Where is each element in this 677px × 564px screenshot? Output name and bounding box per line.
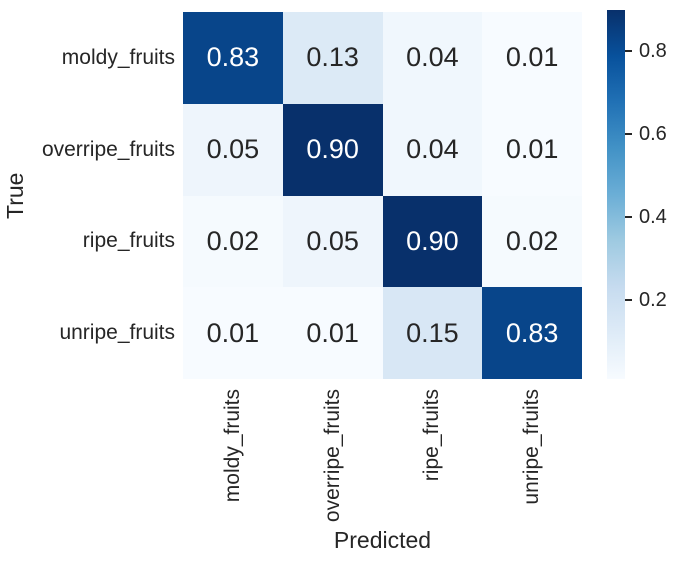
colorbar-tick-mark: [625, 216, 632, 219]
heatmap-cell: 0.05: [183, 103, 283, 196]
x-tick-column: ripe_fruits: [383, 389, 483, 531]
colorbar-gradient: [607, 10, 625, 379]
heatmap-cell: 0.01: [482, 12, 582, 104]
x-tick-label: overripe_fruits: [320, 389, 344, 523]
y-tick-label: unripe_fruits: [59, 321, 175, 345]
heatmap-grid: 0.83 0.13 0.04 0.01 0.05 0.90 0.04 0.01 0.02 0.05…: [183, 12, 582, 379]
y-tick-label: ripe_fruits: [82, 229, 175, 253]
colorbar-tick-label: 0.2: [639, 289, 667, 312]
x-tick-label: unripe_fruits: [520, 389, 544, 505]
x-tick-column: moldy_fruits: [183, 389, 283, 531]
x-tick-labels: moldy_fruits overripe_fruits ripe_fruits un…: [183, 389, 582, 531]
y-tick-label: moldy_fruits: [61, 45, 175, 69]
y-tick-label: overripe_fruits: [41, 137, 175, 161]
heatmap-cell: 0.01: [183, 287, 283, 379]
heatmap-cell: 0.15: [382, 287, 483, 379]
heatmap-cell: 0.01: [282, 287, 383, 379]
x-tick-column: overripe_fruits: [283, 389, 383, 531]
heatmap-cell: 0.02: [482, 195, 582, 288]
x-tick-label: ripe_fruits: [420, 389, 444, 482]
colorbar-tick-mark: [625, 133, 632, 136]
x-tick-label: moldy_fruits: [220, 389, 244, 503]
heatmap-cell: 0.01: [482, 103, 582, 196]
heatmap-cell: 0.05: [282, 195, 383, 288]
colorbar-tick-label: 0.6: [639, 123, 667, 146]
colorbar-tick-mark: [625, 50, 632, 53]
heatmap-cell: 0.13: [282, 12, 383, 104]
heatmap-cell: 0.04: [382, 103, 483, 196]
heatmap-cell: 0.90: [382, 195, 483, 288]
heatmap-cell: 0.90: [282, 103, 383, 196]
colorbar-tick-mark: [625, 299, 632, 302]
colorbar-tick-label: 0.8: [639, 40, 667, 63]
heatmap-cell: 0.83: [482, 287, 582, 379]
heatmap-cell: 0.02: [183, 195, 283, 288]
heatmap-cell: 0.83: [183, 12, 283, 104]
x-tick-column: unripe_fruits: [482, 389, 582, 531]
heatmap-cell: 0.04: [382, 12, 483, 104]
x-axis-label: Predicted: [333, 527, 432, 553]
colorbar-tick-label: 0.4: [639, 206, 667, 229]
